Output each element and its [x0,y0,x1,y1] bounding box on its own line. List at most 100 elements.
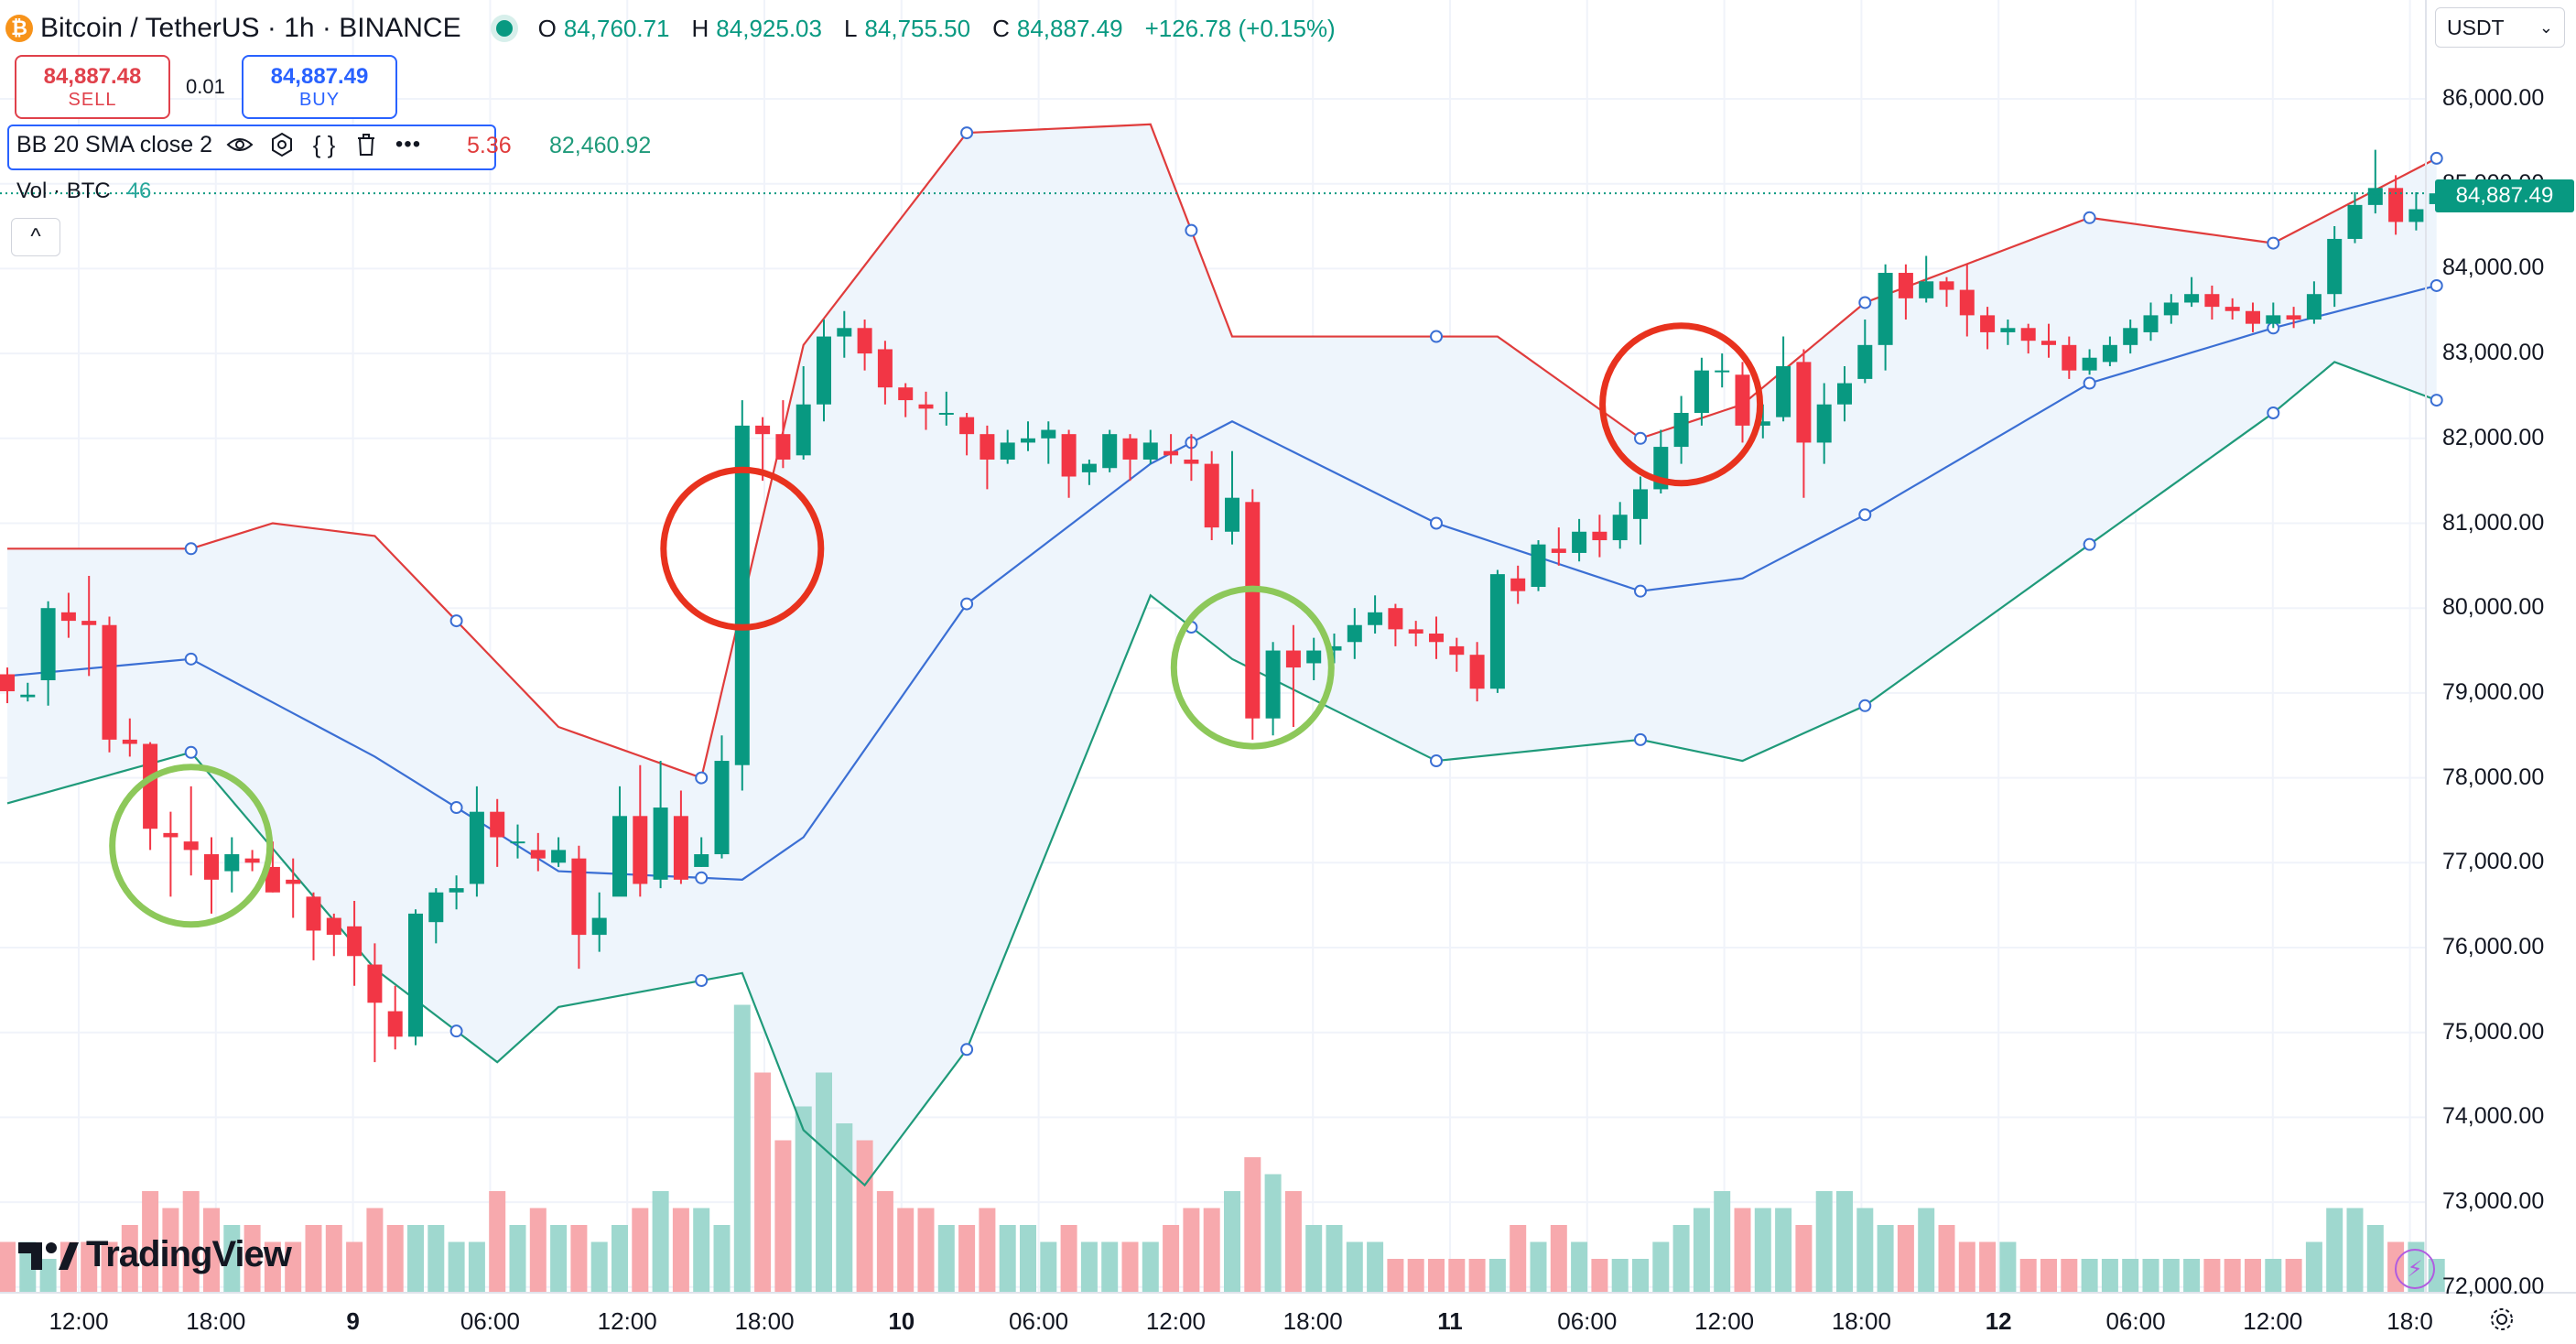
candle-body [2246,310,2260,324]
candle-body [2306,294,2322,320]
volume-bar [2142,1259,2159,1293]
open-value: 84,760.71 [563,14,670,42]
price-tick-label: 77,000.00 [2442,849,2545,875]
band-marker [1430,754,1443,768]
candle-body [755,425,771,435]
band-marker [184,745,198,759]
candle-body [734,425,750,765]
tradingview-watermark[interactable]: TradingView [18,1234,292,1275]
price-tick-label: 78,000.00 [2442,764,2545,790]
volume-bar [428,1225,445,1293]
candle-body [1061,434,1077,477]
volume-bar [346,1241,363,1293]
candle-body [1633,489,1648,519]
sell-button[interactable]: 84,887.48 SELL [15,55,170,119]
price-tick-label: 73,000.00 [2442,1188,2545,1215]
bb-partial-value: 5.36 [467,133,512,158]
time-tick-label: 18:00 [734,1307,795,1335]
candle-body [1715,370,1730,373]
candle-body [530,850,546,859]
candle-body [428,892,444,923]
volume-bar [612,1225,628,1293]
candle-body [2327,238,2343,295]
more-options-icon[interactable]: ••• [395,132,422,157]
candle-body [1225,497,1239,532]
close-value: 84,887.49 [1016,14,1123,42]
symbol-title[interactable]: Bitcoin / TetherUS · 1h · BINANCE [40,13,461,43]
currency-selector[interactable]: USDT ⌄ [2435,7,2565,48]
settings-icon[interactable] [267,130,297,159]
volume-bar [1856,1208,1874,1293]
open-key: O [537,14,557,42]
volume-bar [1387,1259,1404,1293]
volume-bar [162,1208,179,1293]
candle-body [571,858,587,936]
volume-bar [1203,1208,1220,1293]
volume-bar [1264,1174,1282,1293]
volume-bar [672,1208,689,1293]
volume-bar [448,1241,465,1293]
source-code-icon[interactable]: { } [312,130,336,158]
symbol-header: ₿ Bitcoin / TetherUS · 1h · BINANCE O 84… [5,13,1350,44]
time-tick-label: 06:00 [2105,1307,2166,1335]
volume-legend[interactable]: Vol · BTC 46 [16,179,151,204]
volume-bar [1020,1225,1036,1293]
band-marker [449,614,463,628]
volume-bar [1734,1208,1751,1293]
band-marker [1858,699,1872,712]
buy-button[interactable]: 84,887.49 BUY [242,55,397,119]
sell-label: SELL [68,89,117,110]
volume-bar [1346,1241,1363,1293]
candle-body [959,417,975,435]
band-marker [2083,376,2096,390]
volume-bar [774,1140,792,1293]
candle-body [2224,307,2240,311]
volume-bar [1040,1241,1057,1293]
band-marker [1185,223,1198,237]
band-marker [2083,537,2096,551]
bb-label[interactable]: BB 20 SMA close 2 [16,131,213,157]
candles [0,149,2444,1063]
candle-body [1489,574,1505,689]
candle-body [20,694,36,698]
time-tick-label: 11 [1437,1307,1463,1335]
volume-bar [1693,1208,1710,1293]
candle-body [1919,281,1934,298]
candle-body [0,674,15,692]
time-tick-label: 9 [346,1307,360,1335]
volume-bar [754,1072,772,1293]
eye-icon[interactable] [225,130,254,159]
volume-bar [550,1225,568,1293]
candle-body [2204,294,2220,308]
volume-bar [733,1004,751,1293]
candle-body [1164,450,1179,456]
volume-bar [1754,1208,1771,1293]
bb-indicator-legend[interactable] [7,125,496,170]
time-tick-label: 06:00 [460,1307,520,1335]
candle-body [612,816,627,897]
candle-body [980,434,995,460]
chart-settings-gear-icon[interactable] [2486,1304,2517,1335]
volume-bar [1305,1225,1323,1293]
candle-body [2163,302,2179,316]
candle-body [1021,438,1035,443]
candle-body [1694,370,1709,413]
chevron-down-icon: ⌄ [2538,17,2553,37]
lightning-icon[interactable]: ⚡ [2395,1249,2435,1289]
volume-bar [0,1241,16,1293]
volume-bar [489,1191,506,1293]
volume-bar [2183,1259,2201,1293]
volume-bar [142,1191,159,1293]
candle-body [1592,531,1607,541]
volume-bar [1244,1157,1261,1293]
volume-bar [917,1208,935,1293]
candle-body [1204,463,1219,528]
volume-bar [632,1208,649,1293]
time-tick-label: 06:00 [1009,1307,1069,1335]
collapse-legend-button[interactable]: ^ [11,218,60,256]
trash-icon[interactable] [352,130,381,159]
bb-value: 82,460.92 [549,133,652,158]
volume-bar [2245,1259,2261,1293]
volume-bar [876,1191,893,1293]
